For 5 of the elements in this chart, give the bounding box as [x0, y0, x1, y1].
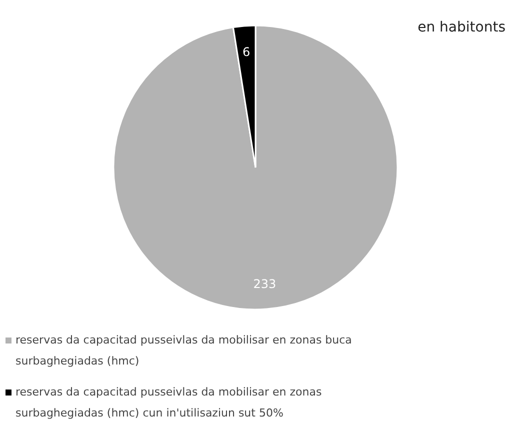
legend-label: reservas da capacitad pusseivlas da mobilisar en zonas buca surbaghegiadas (hmc)	[16, 334, 352, 368]
data-label: 233	[253, 277, 276, 292]
legend-label: reservas da capacitad pusseivlas da mobilisar en zonas surbaghegiadas (hmc) cun in'utilisaziun sut 50%	[16, 386, 322, 420]
data-label: 6	[242, 44, 250, 59]
text: en habitonts	[418, 20, 506, 36]
